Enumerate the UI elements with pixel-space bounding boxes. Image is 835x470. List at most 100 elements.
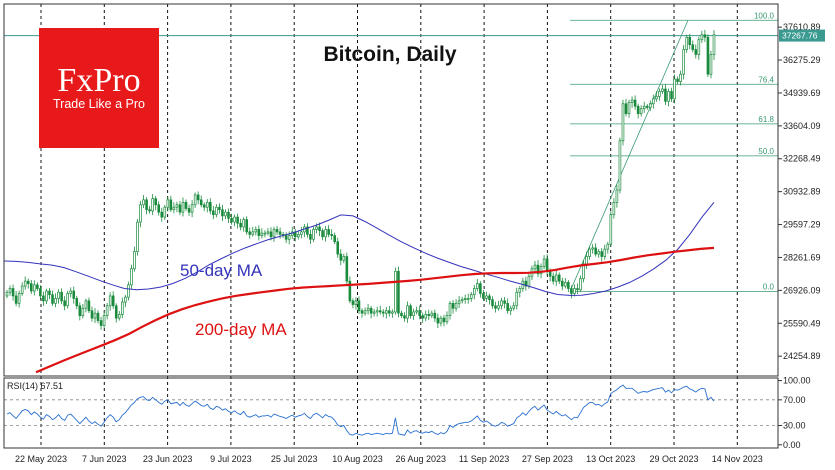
candle-body xyxy=(333,235,336,243)
candle xyxy=(175,201,179,213)
candle-body xyxy=(418,310,421,316)
candle-body xyxy=(463,298,467,300)
candle xyxy=(26,278,30,289)
candle xyxy=(196,191,200,205)
candle-body xyxy=(202,204,206,208)
candle-body xyxy=(366,307,370,312)
candle xyxy=(609,211,613,247)
y-tick-label: 29597.29 xyxy=(783,220,821,230)
candle-body xyxy=(96,312,100,321)
fib-level-label: 100.0 xyxy=(754,11,775,20)
candle-body xyxy=(706,36,710,75)
candle xyxy=(603,244,607,260)
candle xyxy=(324,226,327,242)
candle-body xyxy=(248,231,252,235)
candle-body xyxy=(697,39,701,55)
candle xyxy=(433,309,437,322)
fib-level-label: 50.0 xyxy=(758,147,774,156)
candle-body xyxy=(242,219,245,228)
candle xyxy=(157,201,161,216)
candle xyxy=(403,312,406,322)
candle xyxy=(621,99,625,146)
candle-body xyxy=(664,88,667,102)
y-tick-label: 30932.89 xyxy=(783,187,821,197)
candle xyxy=(451,300,455,314)
candle-body xyxy=(682,49,685,75)
candle xyxy=(700,30,704,44)
candle-body xyxy=(84,300,88,309)
candle-body xyxy=(457,300,461,304)
candle xyxy=(445,311,449,325)
candle xyxy=(457,295,461,308)
y-tick-label: 24254.89 xyxy=(783,351,821,361)
candle xyxy=(506,298,509,314)
candle xyxy=(542,255,546,270)
candle-body xyxy=(178,204,182,213)
candle-body xyxy=(357,300,361,312)
candle-body xyxy=(342,256,346,261)
candle xyxy=(354,297,358,310)
candle-body xyxy=(503,300,506,304)
candle xyxy=(397,266,400,318)
candle-body xyxy=(272,229,276,238)
fib-level-label: 0.0 xyxy=(763,282,775,291)
candle-body xyxy=(266,231,270,234)
candle xyxy=(466,293,470,304)
candle-body xyxy=(652,98,655,105)
candle-body xyxy=(494,305,497,309)
candle xyxy=(582,259,585,283)
candle xyxy=(688,33,692,50)
candle xyxy=(524,276,528,291)
candle xyxy=(345,252,349,286)
candle-body xyxy=(312,229,315,240)
y-tick-label: 28261.69 xyxy=(783,252,821,262)
fib-level-label: 76.4 xyxy=(758,75,774,84)
candle-body xyxy=(476,283,479,289)
rsi-tick-label: 30.00 xyxy=(783,421,806,431)
candle xyxy=(633,95,637,110)
candle-body xyxy=(375,310,379,313)
candle-body xyxy=(542,258,546,267)
candle xyxy=(14,290,18,307)
rsi-panel xyxy=(4,384,778,436)
candle xyxy=(142,195,145,209)
candle xyxy=(139,200,142,228)
candle xyxy=(342,253,346,264)
candle-body xyxy=(436,317,440,324)
candle xyxy=(172,202,176,214)
candle-body xyxy=(448,302,452,316)
y-tick-label: 25590.49 xyxy=(783,318,821,328)
candle xyxy=(145,197,148,215)
candle-body xyxy=(224,211,227,217)
candle xyxy=(375,306,379,317)
candle xyxy=(385,306,388,319)
candle-body xyxy=(688,36,692,45)
candle-body xyxy=(442,317,446,323)
candle-body xyxy=(573,288,576,294)
candle-body xyxy=(233,216,236,223)
candle-body xyxy=(236,216,239,224)
candle-body xyxy=(509,307,512,312)
candle-body xyxy=(257,229,261,236)
candle-body xyxy=(363,310,367,314)
candle xyxy=(330,229,333,240)
candle-body xyxy=(45,290,48,302)
candle xyxy=(239,218,242,231)
candle-body xyxy=(48,290,51,296)
candle-body xyxy=(284,235,288,240)
candle xyxy=(472,284,476,300)
candle-body xyxy=(230,217,233,223)
candle-body xyxy=(381,311,385,314)
candle-body xyxy=(221,209,224,217)
candle-body xyxy=(148,209,151,212)
candle-body xyxy=(582,263,585,280)
candle xyxy=(151,194,154,215)
candle-body xyxy=(636,105,640,114)
candle xyxy=(482,290,485,301)
candle-body xyxy=(512,305,516,309)
candle-body xyxy=(472,288,476,296)
candle xyxy=(618,137,622,194)
candle-body xyxy=(14,295,18,304)
candle xyxy=(148,206,151,214)
candle-body xyxy=(245,219,249,233)
